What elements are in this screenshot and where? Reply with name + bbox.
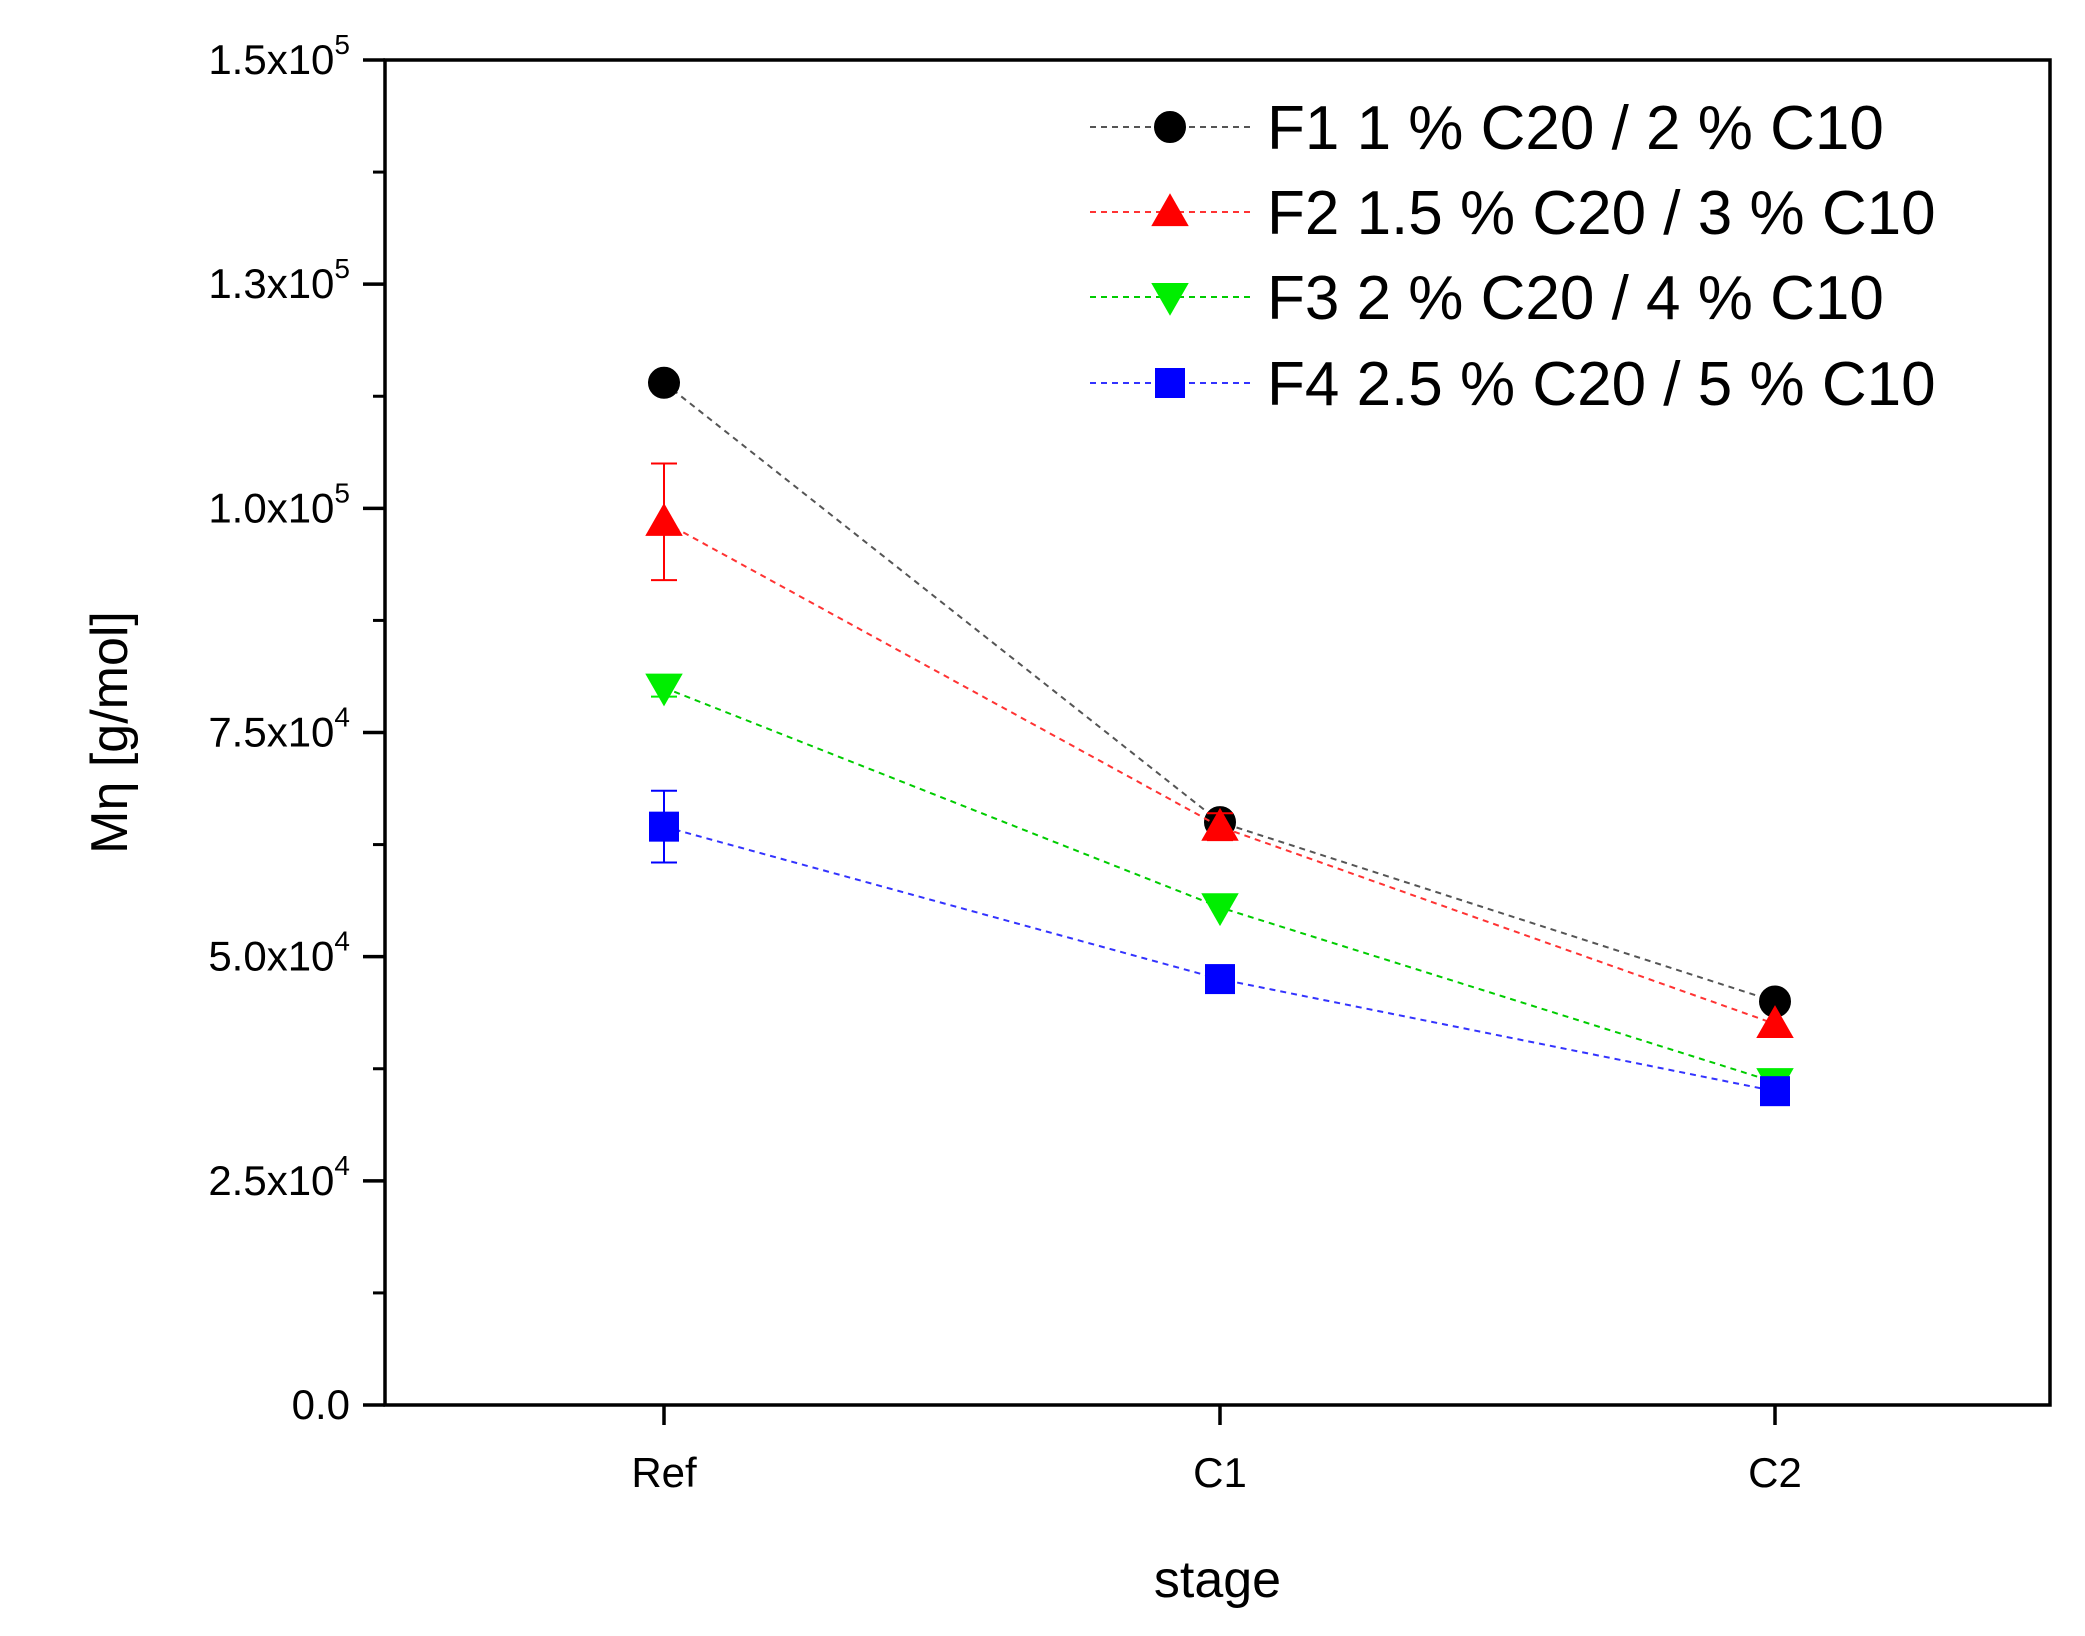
data-point: [1201, 807, 1239, 841]
legend-item-3: F3 2 % C20 / 4 % C10: [1090, 264, 1884, 333]
legend-label: F1 1 % C20 / 2 % C10: [1267, 94, 1884, 163]
y-tick-label: 5.0x104: [208, 926, 350, 980]
plot-border: [383, 58, 2052, 1407]
legend-marker: [1155, 368, 1185, 398]
legend-item-4: F4 2.5 % C20 / 5 % C10: [1090, 350, 1936, 419]
legend-item-1: F1 1 % C20 / 2 % C10: [1090, 94, 1884, 163]
y-axis-title: Mη [g/mol]: [81, 611, 139, 854]
plot-frame: [383, 58, 2052, 1407]
data-point: [648, 366, 680, 399]
x-axis-title: stage: [1154, 1551, 1281, 1609]
legend-label: F3 2 % C20 / 4 % C10: [1267, 264, 1884, 333]
legend-marker: [1151, 193, 1189, 227]
data-point: [1756, 1005, 1794, 1038]
data-point: [1205, 964, 1235, 995]
series-4: [649, 789, 1790, 1107]
x-tick-label: C2: [1748, 1449, 1802, 1496]
series-line: [663, 686, 1776, 1084]
y-tick-label: 1.5x105: [208, 29, 350, 83]
y-tick-label: 1.0x105: [208, 477, 350, 531]
data-point: [1201, 893, 1239, 927]
data-point: [1760, 1076, 1790, 1107]
data-point: [645, 503, 683, 536]
legend-label: F4 2.5 % C20 / 5 % C10: [1267, 350, 1936, 419]
series-line: [663, 825, 1776, 1093]
legend-marker: [1154, 111, 1186, 143]
y-tick-label: 2.5x104: [208, 1150, 350, 1204]
y-tick-label: 7.5x104: [208, 702, 350, 756]
x-axis: Ref C1 C2: [631, 1405, 1802, 1496]
y-tick-label: 1.3x105: [208, 253, 350, 307]
legend-item-2: F2 1.5 % C20 / 3 % C10: [1090, 179, 1936, 248]
data-point: [645, 673, 683, 707]
series-2: [645, 462, 1794, 1038]
y-tick-label: 0.0: [292, 1381, 350, 1428]
y-axis: 0.0 2.5x104 5.0x104 7.5x104 1.0x105 1.3x105 1.…: [208, 29, 385, 1428]
series-layer: [645, 366, 1794, 1107]
series-3: [645, 673, 1794, 1101]
legend-label: F2 1.5 % C20 / 3 % C10: [1267, 179, 1936, 248]
data-point: [649, 811, 679, 842]
x-tick-label: C1: [1193, 1449, 1247, 1496]
x-tick-label: Ref: [631, 1449, 697, 1496]
legend-marker: [1151, 282, 1189, 316]
series-line: [663, 520, 1776, 1025]
legend: F1 1 % C20 / 2 % C10 F2 1.5 % C20 / 3 % C…: [1090, 94, 1936, 419]
